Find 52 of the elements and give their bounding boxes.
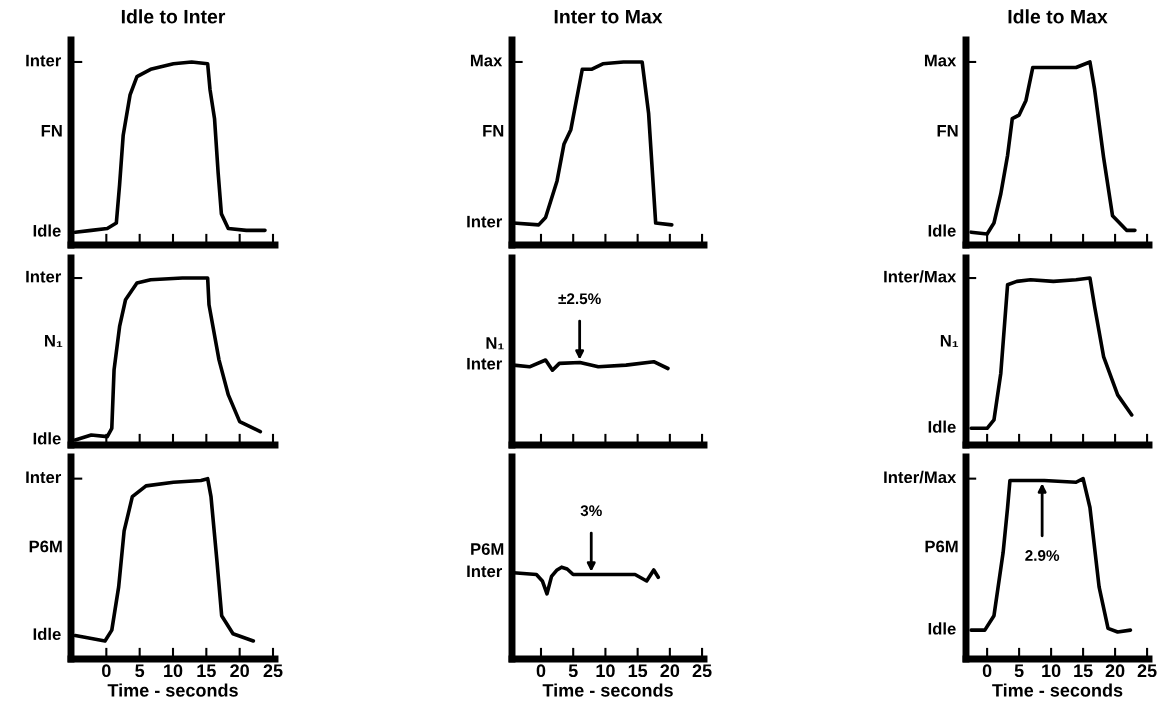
- text: Idle: [928, 224, 956, 237]
- x-tick-label: 10: [1042, 664, 1061, 678]
- x-tick-label: 20: [230, 664, 249, 678]
- annotation: 3%: [580, 505, 602, 517]
- text: Max: [470, 54, 503, 67]
- text: Idle: [33, 432, 61, 445]
- y-axis-title: N₁: [940, 334, 959, 347]
- y-axis-title: FN: [483, 125, 504, 137]
- text: Inter/Max: [884, 270, 957, 283]
- text: Inter: [467, 565, 503, 578]
- text: Inter/Max: [884, 470, 957, 484]
- chart-title: Inter to Max: [554, 9, 663, 24]
- x-tick-label: 0: [536, 664, 546, 678]
- x-tick-label: 10: [596, 664, 615, 678]
- y-axis-title: FN: [41, 125, 62, 137]
- x-tick-label: 5: [1014, 664, 1024, 678]
- x-tick-label: 5: [135, 664, 145, 678]
- y-axis-title: N₁: [486, 337, 504, 350]
- x-tick-label: 20: [1105, 664, 1125, 678]
- y-axis-title: FN: [937, 125, 958, 137]
- x-tick-label: 25: [1137, 664, 1157, 678]
- x-axis-title: Time - seconds: [542, 683, 673, 697]
- x-tick-label: 10: [164, 664, 183, 678]
- text: Inter: [26, 54, 62, 67]
- text: Inter: [467, 215, 503, 228]
- x-tick-label: 15: [1074, 664, 1093, 678]
- annotation: ±2.5%: [558, 293, 601, 305]
- text: Idle: [33, 224, 61, 237]
- x-tick-label: 0: [982, 664, 992, 678]
- x-tick-label: 15: [197, 664, 216, 678]
- chart-title: Idle to Inter: [121, 9, 226, 24]
- text: Idle: [33, 627, 61, 641]
- annotation: 2.9%: [1025, 550, 1060, 561]
- x-tick-label: 5: [568, 664, 578, 678]
- x-tick-label: 0: [102, 664, 111, 678]
- text: Idle: [928, 622, 956, 635]
- text: Inter: [467, 357, 503, 370]
- y-axis-title: P6M: [29, 540, 62, 553]
- x-tick-label: 25: [263, 664, 283, 678]
- text: Idle: [928, 420, 956, 433]
- text: Inter: [26, 471, 62, 484]
- x-axis-title: Time - seconds: [992, 683, 1123, 697]
- text: Max: [924, 54, 957, 67]
- x-tick-label: 15: [628, 664, 648, 678]
- y-axis-title: P6M: [471, 543, 504, 555]
- x-tick-label: 25: [692, 664, 712, 678]
- y-axis-title: P6M: [925, 540, 958, 553]
- y-axis-title: N₁: [45, 334, 63, 347]
- x-axis-title: Time - seconds: [107, 683, 238, 697]
- x-tick-label: 20: [660, 664, 680, 678]
- text: Inter: [26, 270, 62, 283]
- chart-title: Idle to Max: [1008, 9, 1108, 24]
